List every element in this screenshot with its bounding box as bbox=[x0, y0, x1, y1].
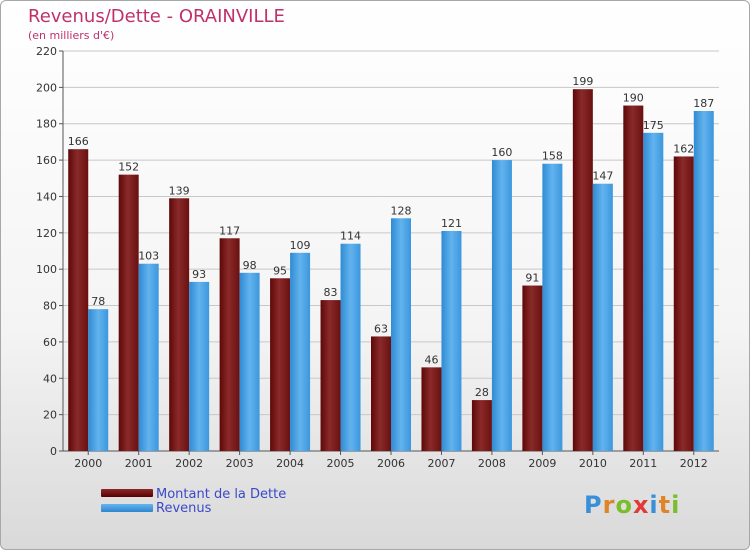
y-tick-label: 200 bbox=[36, 81, 57, 94]
bar-debt-2003 bbox=[219, 238, 240, 451]
x-tick-label-2001: 2001 bbox=[125, 457, 153, 470]
y-tick-label: 20 bbox=[43, 409, 57, 422]
data-label-revenue-2008: 160 bbox=[491, 146, 512, 159]
bar-debt-2002 bbox=[169, 198, 190, 451]
legend-label-revenue: Revenus bbox=[156, 501, 212, 516]
data-label-debt-2004: 95 bbox=[273, 264, 287, 277]
data-label-revenue-2000: 78 bbox=[91, 295, 105, 308]
data-label-debt-2003: 117 bbox=[219, 224, 240, 237]
data-label-debt-2012: 162 bbox=[673, 142, 694, 155]
data-label-debt-2006: 63 bbox=[374, 322, 388, 335]
data-label-debt-2000: 166 bbox=[68, 135, 89, 148]
data-label-revenue-2006: 128 bbox=[391, 204, 412, 217]
x-tick-label-2002: 2002 bbox=[175, 457, 203, 470]
bar-revenue-2007 bbox=[441, 231, 462, 451]
data-label-revenue-2002: 93 bbox=[192, 268, 206, 281]
x-tick-label-2010: 2010 bbox=[579, 457, 607, 470]
y-tick-label: 140 bbox=[36, 190, 57, 203]
bar-debt-2007 bbox=[421, 367, 442, 451]
y-tick-label: 100 bbox=[36, 263, 57, 276]
data-label-debt-2005: 83 bbox=[324, 286, 338, 299]
bar-revenue-2009 bbox=[542, 163, 563, 451]
bar-revenue-2006 bbox=[391, 218, 411, 451]
y-tick-label: 220 bbox=[36, 45, 57, 58]
data-label-debt-2002: 139 bbox=[169, 184, 190, 197]
x-tick-label-2006: 2006 bbox=[377, 457, 405, 470]
x-tick-label-2005: 2005 bbox=[327, 457, 355, 470]
legend-swatch-revenue bbox=[101, 504, 153, 512]
bar-revenue-2004 bbox=[290, 252, 311, 451]
y-tick-label: 40 bbox=[43, 372, 57, 385]
y-tick-label: 180 bbox=[36, 118, 57, 131]
bar-debt-2012 bbox=[673, 156, 694, 452]
bar-revenue-2010 bbox=[592, 183, 613, 451]
data-label-debt-2010: 199 bbox=[572, 75, 593, 88]
x-tick-label-2000: 2000 bbox=[74, 457, 102, 470]
x-tick-label-2004: 2004 bbox=[276, 457, 304, 470]
bar-revenue-2002 bbox=[189, 281, 210, 451]
data-label-revenue-2007: 121 bbox=[441, 217, 462, 230]
bar-debt-2006 bbox=[371, 336, 391, 451]
data-label-debt-2001: 152 bbox=[118, 161, 139, 174]
bar-debt-2009 bbox=[522, 285, 543, 451]
x-tick-label-2011: 2011 bbox=[629, 457, 657, 470]
y-tick-label: 60 bbox=[43, 336, 57, 349]
data-label-revenue-2001: 103 bbox=[138, 250, 159, 263]
bar-debt-2010 bbox=[572, 89, 593, 451]
bar-revenue-2008 bbox=[491, 160, 512, 451]
proxiti-logo[interactable]: Proxiti bbox=[584, 491, 681, 519]
bar-revenue-2012 bbox=[693, 111, 714, 451]
chart-title: Revenus/Dette - ORAINVILLE bbox=[28, 6, 285, 27]
bar-revenue-2001 bbox=[138, 263, 159, 451]
y-tick-label: 0 bbox=[50, 445, 57, 458]
x-tick-label-2007: 2007 bbox=[427, 457, 455, 470]
y-tick-label: 160 bbox=[36, 154, 57, 167]
bar-revenue-2005 bbox=[340, 243, 361, 451]
bar-debt-2011 bbox=[623, 105, 644, 451]
chart-subtitle: (en milliers d'€) bbox=[28, 29, 115, 42]
y-tick-label: 80 bbox=[43, 300, 57, 313]
bars bbox=[68, 89, 714, 452]
data-label-revenue-2009: 158 bbox=[542, 150, 563, 163]
data-label-debt-2009: 91 bbox=[525, 272, 539, 285]
x-tick-label-2009: 2009 bbox=[528, 457, 556, 470]
data-label-revenue-2003: 98 bbox=[243, 259, 257, 272]
bar-revenue-2011 bbox=[643, 132, 664, 451]
x-tick-label-2008: 2008 bbox=[478, 457, 506, 470]
bar-revenue-2000 bbox=[88, 309, 109, 451]
data-label-debt-2011: 190 bbox=[623, 92, 644, 105]
data-label-revenue-2011: 175 bbox=[643, 119, 664, 132]
data-label-debt-2007: 46 bbox=[424, 353, 438, 366]
y-tick-label: 120 bbox=[36, 227, 57, 240]
data-label-debt-2008: 28 bbox=[475, 386, 489, 399]
legend-swatch-debt bbox=[101, 489, 153, 497]
data-label-revenue-2012: 187 bbox=[693, 97, 714, 110]
data-label-revenue-2010: 147 bbox=[592, 170, 613, 183]
legend-label-debt: Montant de la Dette bbox=[156, 487, 287, 502]
x-tick-label-2012: 2012 bbox=[680, 457, 708, 470]
x-tick-label-2003: 2003 bbox=[226, 457, 254, 470]
bar-debt-2008 bbox=[471, 400, 492, 451]
bar-revenue-2003 bbox=[239, 272, 260, 451]
bar-debt-2000 bbox=[68, 149, 89, 451]
bar-debt-2001 bbox=[118, 174, 139, 452]
bar-debt-2004 bbox=[270, 278, 291, 451]
data-label-revenue-2004: 109 bbox=[290, 239, 311, 252]
bar-debt-2005 bbox=[320, 300, 341, 451]
data-label-revenue-2005: 114 bbox=[340, 230, 361, 243]
